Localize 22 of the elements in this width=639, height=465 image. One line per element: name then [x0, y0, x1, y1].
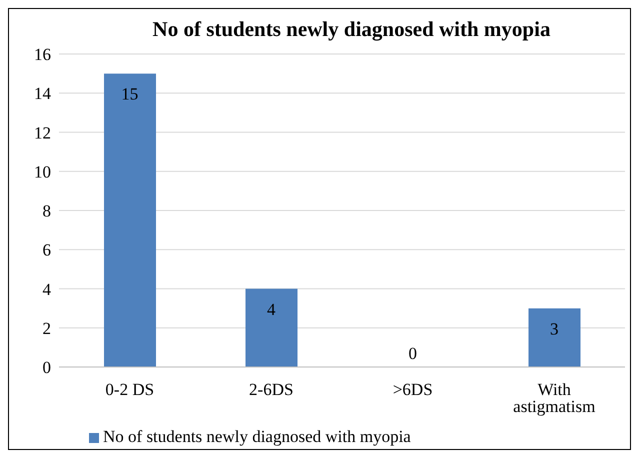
- y-tick-label: 14: [34, 84, 52, 104]
- chart-title: No of students newly diagnosed with myopia: [152, 17, 552, 42]
- data-label: 3: [550, 319, 558, 338]
- y-tick-label: 16: [34, 45, 51, 64]
- bar: [104, 74, 156, 367]
- data-label: 4: [267, 300, 276, 319]
- bar: [528, 308, 580, 367]
- y-tick-label: 8: [42, 202, 51, 221]
- y-tick-label: 6: [42, 240, 51, 260]
- y-tick-label: 12: [34, 123, 51, 142]
- data-label: 15: [121, 84, 138, 104]
- x-tick-label: 2-6DS: [249, 380, 294, 400]
- y-tick-label: 2: [42, 318, 51, 338]
- x-tick-label: With astigmatism: [513, 380, 596, 416]
- x-tick-label: >6DS: [392, 380, 433, 400]
- y-tick-label: 10: [34, 162, 51, 182]
- bar: [246, 288, 298, 367]
- y-tick-label: 0: [42, 358, 51, 378]
- data-label: 0: [408, 344, 417, 363]
- legend-label: No of students newly diagnosed with myopia: [103, 427, 411, 446]
- y-tick-label: 4: [42, 280, 52, 299]
- x-tick-label: 0-2 DS: [105, 380, 154, 400]
